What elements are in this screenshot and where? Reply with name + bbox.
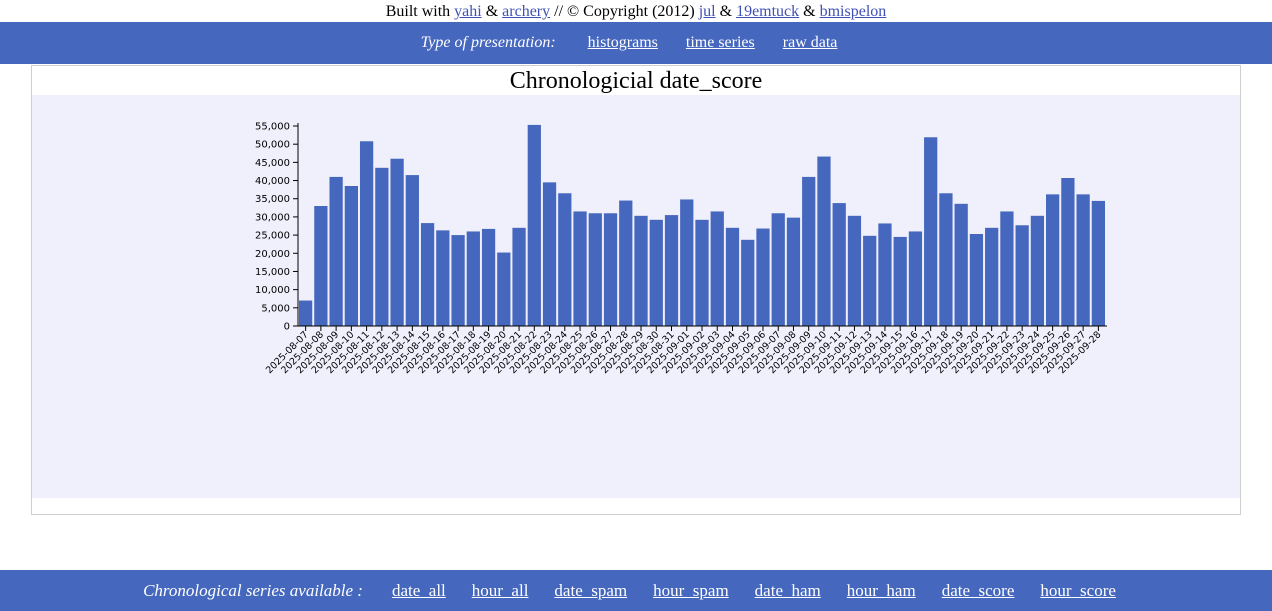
series-link-hour-all[interactable]: hour_all (471, 580, 529, 600)
y-tick-label: 55,000 (255, 122, 290, 133)
bar (527, 124, 541, 326)
y-tick-label: 10,000 (255, 285, 290, 296)
bar (481, 228, 496, 326)
series-nav-label: Chronological series available : (143, 580, 363, 600)
bar (542, 182, 557, 326)
bar (756, 228, 770, 326)
credits-amp: & (485, 3, 499, 20)
bar (924, 137, 938, 326)
bar (573, 211, 587, 326)
bar (954, 203, 968, 326)
series-link-date-score[interactable]: date_score (941, 580, 1015, 600)
y-tick-label: 5,000 (261, 303, 290, 314)
nav-link-time-series[interactable]: time series (685, 34, 755, 51)
credits-link-bmispelon[interactable]: bmispelon (819, 3, 887, 20)
bar (1030, 215, 1045, 326)
y-tick-label: 50,000 (255, 140, 290, 151)
nav-link-raw-data[interactable]: raw data (782, 34, 838, 51)
bar (863, 235, 877, 326)
credits-prefix: Built with (385, 3, 451, 20)
bar (1091, 200, 1105, 326)
bar (832, 203, 846, 326)
bar (878, 223, 892, 326)
presentation-nav: Type of presentation: histograms time se… (0, 22, 1272, 64)
bar (969, 234, 984, 326)
chart-panel: Chronologicial date_score 0 5,000 10,000 15… (31, 65, 1241, 515)
y-tick-label: 15,000 (255, 267, 290, 278)
bar (725, 227, 740, 326)
bar (893, 236, 907, 326)
bar (359, 141, 374, 326)
bar (1061, 178, 1075, 326)
bar (802, 176, 816, 326)
bar (314, 206, 328, 326)
bar (664, 215, 679, 326)
credits-link-yahi[interactable]: yahi (454, 3, 482, 20)
bar (451, 235, 465, 326)
bar (405, 175, 419, 326)
bar (436, 230, 450, 326)
bar (985, 227, 999, 326)
plot-area: 0 5,000 10,000 15,000 20,000 25,000 30,000 35,0… (32, 95, 1240, 498)
bar (771, 213, 785, 326)
credits-link-jul[interactable]: jul (698, 3, 716, 20)
bar (680, 199, 694, 326)
bar (1000, 211, 1014, 326)
series-link-hour-score[interactable]: hour_score (1040, 580, 1116, 600)
bar (1076, 194, 1090, 326)
bar (741, 239, 755, 326)
credits-link-archery[interactable]: archery (502, 3, 551, 20)
bar (908, 231, 923, 326)
bar (1046, 194, 1060, 326)
y-tick-label: 45,000 (255, 158, 290, 169)
bar (603, 213, 618, 326)
bar (329, 176, 343, 326)
presentation-nav-label: Type of presentation: (420, 34, 556, 51)
bar (512, 227, 526, 326)
series-link-hour-spam[interactable]: hour_spam (653, 580, 729, 600)
y-tick-label: 40,000 (255, 176, 290, 187)
bar (344, 186, 358, 326)
series-link-hour-ham[interactable]: hour_ham (846, 580, 916, 600)
bar (390, 158, 404, 326)
y-tick-label: 25,000 (255, 231, 290, 242)
series-link-date-all[interactable]: date_all (391, 580, 446, 600)
bar (497, 252, 511, 326)
bar (1015, 225, 1029, 326)
bar (847, 215, 862, 326)
y-tick-label: 35,000 (255, 194, 290, 205)
bar (466, 231, 480, 326)
bar (375, 167, 389, 326)
bar (695, 219, 709, 326)
bar (710, 211, 724, 326)
y-tick-label: 20,000 (255, 249, 290, 260)
credits-amp: & (803, 3, 816, 20)
bar (939, 193, 953, 326)
bar (649, 219, 663, 326)
series-link-date-spam[interactable]: date_spam (554, 580, 628, 600)
chart-title: Chronologicial date_score (509, 68, 763, 94)
bar (817, 156, 831, 326)
bar (299, 300, 313, 326)
credits-link-19emtuck[interactable]: 19emtuck (736, 3, 800, 20)
nav-link-histograms[interactable]: histograms (587, 34, 658, 51)
y-tick-label: 0 (284, 322, 290, 333)
y-tick-label: 30,000 (255, 212, 290, 223)
bar (558, 193, 572, 326)
bar (420, 223, 435, 326)
series-nav: Chronological series available : date_al… (0, 570, 1272, 611)
bar (634, 215, 648, 326)
credits-amp: & (719, 3, 733, 20)
series-link-date-ham[interactable]: date_ham (754, 580, 821, 600)
bar (588, 213, 602, 326)
bar-chart: 0 5,000 10,000 15,000 20,000 25,000 30,000 35,0… (255, 122, 1107, 376)
credits-copyright: // © Copyright (2012) (554, 3, 695, 20)
bar (619, 200, 633, 326)
credits-line: Built with yahi & archery // © Copyright… (0, 0, 1272, 22)
bar (786, 217, 801, 326)
